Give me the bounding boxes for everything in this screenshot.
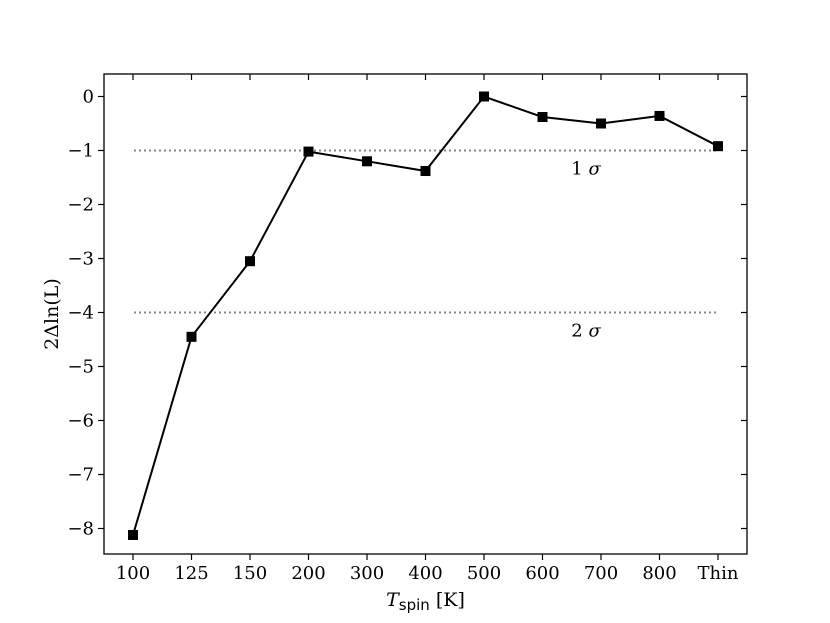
x-tick-label: 125 — [174, 563, 208, 584]
reference-line-label-1: 1 σ — [571, 159, 601, 180]
data-point-150 — [245, 256, 255, 267]
data-point-300 — [362, 156, 372, 167]
series-group — [128, 91, 723, 540]
x-tick-label: 400 — [408, 563, 442, 584]
y-axis: 0 −1 −2 −3 −4 −5 −6 −7 −8 — [67, 87, 747, 540]
y-tick-label: −3 — [67, 249, 94, 270]
y-tick-label: −5 — [67, 357, 94, 378]
data-point-100 — [128, 529, 138, 540]
x-tick-label: 200 — [291, 563, 325, 584]
y-tick-label: 0 — [83, 87, 94, 108]
x-tick-label: 100 — [116, 563, 150, 584]
x-tick-label: 300 — [350, 563, 384, 584]
data-point-400 — [420, 166, 431, 177]
data-point-200 — [303, 146, 314, 157]
data-point-600 — [537, 112, 548, 123]
y-tick-label: −4 — [67, 303, 94, 324]
x-tick-label: 800 — [642, 563, 676, 584]
x-tick-label: Thin — [698, 563, 739, 584]
data-point-800 — [654, 110, 665, 121]
data-point-500 — [479, 91, 489, 102]
y-tick-label: −8 — [67, 519, 94, 540]
reference-line-label-2: 2 σ — [571, 321, 601, 342]
series-line — [132, 95, 719, 536]
y-tick-label: −6 — [67, 411, 94, 432]
x-tick-label: 150 — [233, 563, 267, 584]
reference-lines: 1 σ 2 σ — [134, 149, 719, 342]
x-tick-label: 500 — [467, 563, 501, 584]
x-axis-label: Tspin [K] — [386, 589, 465, 614]
x-axis-label-unit: [K] — [436, 589, 465, 611]
x-tick-label: 700 — [584, 563, 618, 584]
y-axis-label: 2Δln(L) — [41, 278, 63, 350]
x-tick-label: 600 — [525, 563, 559, 584]
y-tick-label: −7 — [67, 465, 94, 486]
x-axis-label-symbol: T — [386, 589, 400, 611]
data-point-Thin — [713, 141, 723, 152]
y-tick-label: −1 — [67, 141, 94, 162]
data-point-700 — [596, 118, 606, 129]
x-axis: 100 125 150 200 300 400 500 600 700 800 Thin — [116, 74, 739, 584]
y-tick-label: −2 — [67, 195, 94, 216]
x-axis-label-subscript: spin — [399, 596, 430, 614]
plot-frame — [103, 73, 748, 555]
data-point-125 — [186, 331, 197, 342]
